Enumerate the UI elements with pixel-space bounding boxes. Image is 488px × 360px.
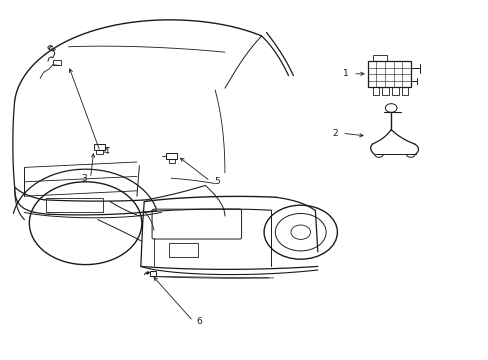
Bar bbox=[391, 87, 398, 95]
Text: 4: 4 bbox=[103, 148, 109, 156]
Bar bbox=[149, 271, 156, 276]
Bar bbox=[401, 87, 407, 95]
Bar bbox=[166, 153, 177, 159]
Bar bbox=[372, 55, 386, 61]
Bar bbox=[96, 150, 103, 154]
Bar bbox=[382, 87, 388, 95]
Bar bbox=[367, 61, 410, 87]
Text: 5: 5 bbox=[214, 177, 220, 186]
Text: 1: 1 bbox=[343, 69, 348, 78]
Bar bbox=[372, 87, 378, 95]
Text: 3: 3 bbox=[81, 174, 87, 183]
Bar bbox=[169, 159, 175, 163]
Bar bbox=[168, 243, 198, 257]
Bar bbox=[94, 144, 104, 150]
Text: 6: 6 bbox=[196, 317, 202, 325]
Text: 2: 2 bbox=[332, 129, 338, 138]
Bar bbox=[53, 60, 61, 65]
Bar bbox=[46, 198, 102, 212]
